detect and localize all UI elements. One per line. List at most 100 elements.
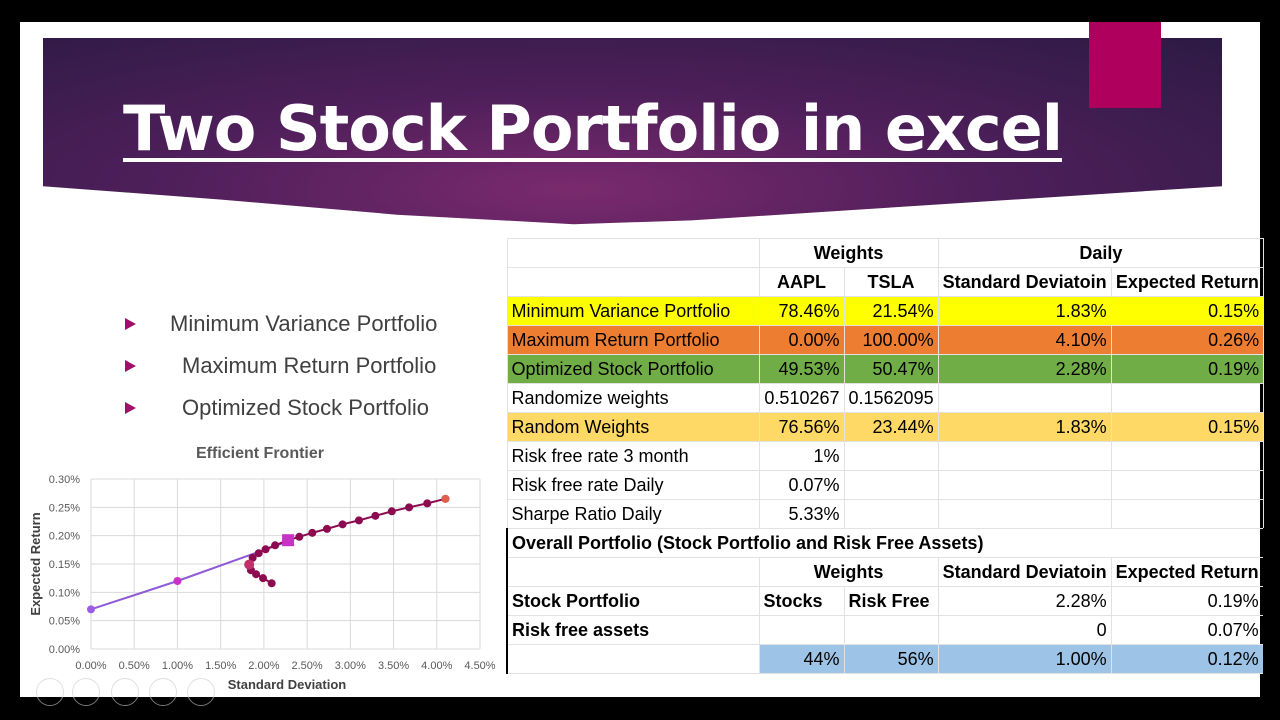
stock-portfolio-label: Stock Portfolio	[506, 586, 760, 616]
cell: 1%	[758, 441, 845, 471]
table-row: Risk free rate 3 month 1%	[506, 441, 1265, 471]
frontier-point	[271, 541, 280, 550]
table-row: Random Weights 76.56% 23.44% 1.83% 0.15%	[506, 412, 1265, 442]
cell: 1.83%	[937, 296, 1112, 326]
cell: 78.46%	[758, 296, 845, 326]
y-axis-label: Expected Return	[28, 512, 43, 615]
efficient-frontier-chart: Efficient Frontier 0.00% 0.50% 1.00% 1.50% 2.…	[28, 445, 496, 692]
frontier-point	[405, 503, 414, 512]
overall-er-header: Expected Return	[1110, 557, 1265, 587]
x-tick-label: 3.00%	[335, 660, 366, 672]
more-icon[interactable]	[187, 678, 215, 706]
row-label: Randomize weights	[506, 383, 760, 413]
cell: 100.00%	[843, 325, 939, 355]
x-tick-label: 1.00%	[162, 660, 193, 672]
frontier-point	[259, 574, 268, 583]
bullet-item: Optimized Stock Portfolio	[125, 395, 429, 421]
cell: 56%	[843, 644, 939, 674]
frontier-point	[267, 579, 276, 588]
title-banner	[43, 38, 1222, 225]
table-row: Randomize weights 0.510267 0.1562095	[506, 383, 1265, 413]
col-sd: Standard Deviatoin	[937, 267, 1112, 297]
row-label: Random Weights	[506, 412, 760, 442]
frontier-point	[295, 532, 304, 541]
col-er: Expected Return	[1110, 267, 1265, 297]
frontier-point	[354, 516, 363, 525]
pen-icon[interactable]	[72, 678, 100, 706]
cell: 5.33%	[758, 499, 845, 529]
slides-icon[interactable]	[111, 678, 139, 706]
row-label: Sharpe Ratio Daily	[506, 499, 760, 529]
triangle-bullet-icon	[125, 402, 136, 414]
cal-point	[87, 605, 95, 614]
y-tick-label: 0.25%	[49, 502, 80, 514]
frontier-point	[338, 520, 347, 529]
x-tick-label: 4.50%	[464, 660, 495, 672]
chart-title: Efficient Frontier	[196, 445, 324, 462]
cell: 49.53%	[758, 354, 845, 384]
y-tick-label: 0.05%	[49, 616, 80, 628]
row-label: Risk free rate 3 month	[506, 441, 760, 471]
cell: 44%	[758, 644, 845, 674]
table-row: Minimum Variance Portfolio 78.46% 21.54% 1.…	[506, 296, 1265, 326]
x-tick-label: 1.50%	[205, 660, 236, 672]
row-label: Minimum Variance Portfolio	[506, 296, 760, 326]
bullet-text: Minimum Variance Portfolio	[170, 311, 438, 336]
y-tick-label: 0.20%	[49, 531, 80, 543]
cell	[1110, 383, 1265, 413]
overall-title: Overall Portfolio (Stock Portfolio and R…	[506, 528, 1265, 558]
stocks-label: Stocks	[758, 586, 845, 616]
cell: 1.00%	[937, 644, 1112, 674]
cell: 2.28%	[937, 586, 1112, 616]
frontier-point	[387, 507, 396, 516]
cell: 0.12%	[1110, 644, 1265, 674]
x-tick-label: 0.50%	[119, 660, 150, 672]
frontier-point	[248, 553, 257, 562]
cell: 4.10%	[937, 325, 1112, 355]
x-tick-label: 3.50%	[378, 660, 409, 672]
zoom-icon[interactable]	[149, 678, 177, 706]
cell: 0.15%	[1110, 412, 1265, 442]
cell	[937, 499, 1112, 529]
bullet-text: Maximum Return Portfolio	[182, 353, 437, 378]
cell	[843, 499, 939, 529]
play-icon[interactable]	[36, 678, 64, 706]
table-row: Maximum Return Portfolio 0.00% 100.00% 4.10…	[506, 325, 1265, 355]
triangle-bullet-icon	[125, 318, 136, 330]
cell: 0.19%	[1110, 586, 1265, 616]
cell: 0.07%	[1110, 615, 1265, 645]
cell: 23.44%	[843, 412, 939, 442]
frontier-point	[261, 545, 270, 554]
cell: 0.19%	[1110, 354, 1265, 384]
frontier-point	[371, 511, 380, 520]
overall-sd-header: Standard Deviatoin	[937, 557, 1112, 587]
slide-title: Two Stock Portfolio in excel	[123, 92, 1063, 165]
row-label: Optimized Stock Portfolio	[506, 354, 760, 384]
frontier-point	[322, 524, 331, 533]
max-return-marker	[441, 494, 450, 503]
cell: 0.07%	[758, 470, 845, 500]
y-tick-label: 0.00%	[49, 644, 80, 656]
frontier-point	[423, 499, 432, 508]
cell	[843, 441, 939, 471]
y-tick-label: 0.10%	[49, 587, 80, 599]
portfolio-table: Weights Daily AAPL TSLA Standard Deviatoin E…	[506, 238, 1265, 674]
table-row: Optimized Stock Portfolio 49.53% 50.47% 2.2…	[506, 354, 1265, 384]
y-tick-label: 0.15%	[49, 559, 80, 571]
x-tick-label: 2.00%	[248, 660, 279, 672]
frontier-point	[254, 549, 263, 558]
bullet-text: Optimized Stock Portfolio	[182, 395, 429, 420]
cell: 0	[937, 615, 1112, 645]
risk-free-assets-label: Risk free assets	[506, 615, 760, 645]
cell: 0.15%	[1110, 296, 1265, 326]
cell: 0.510267	[758, 383, 845, 413]
cell	[937, 383, 1112, 413]
cell: 0.26%	[1110, 325, 1265, 355]
col-aapl: AAPL	[758, 267, 845, 297]
triangle-bullet-icon	[125, 360, 136, 372]
cell	[937, 470, 1112, 500]
cell	[1110, 441, 1265, 471]
cell	[937, 441, 1112, 471]
bullet-item: Maximum Return Portfolio	[125, 353, 436, 379]
accent-block	[1089, 22, 1161, 108]
